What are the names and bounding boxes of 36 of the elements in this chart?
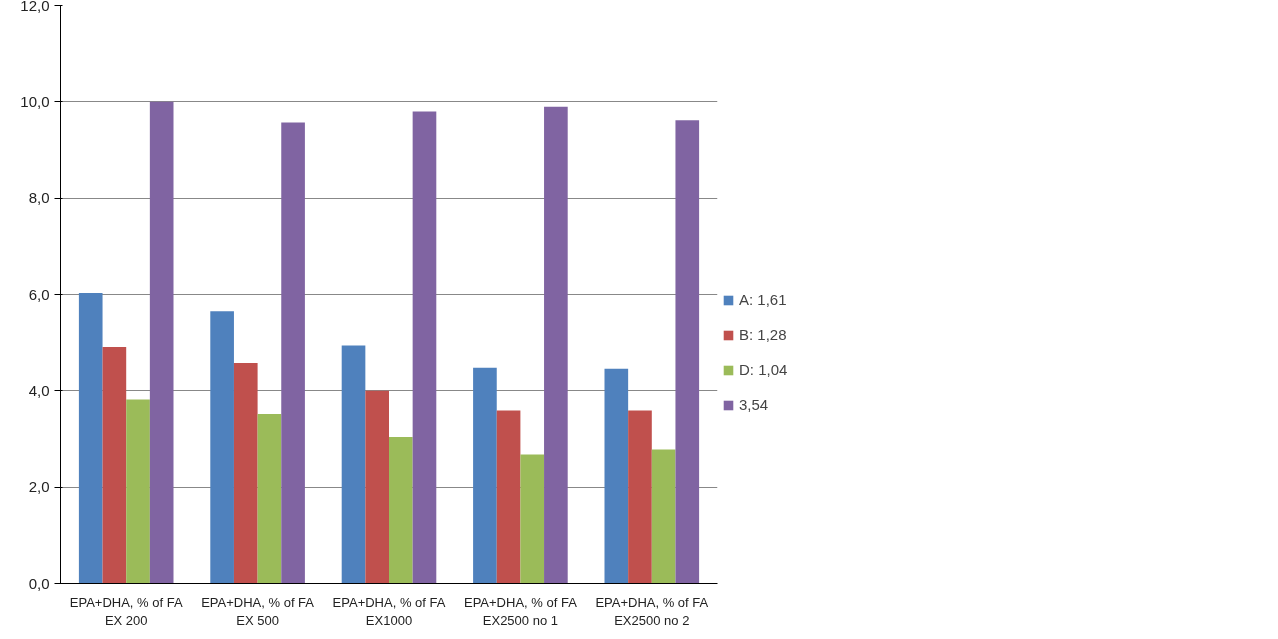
bar	[412, 111, 437, 584]
bar	[520, 454, 545, 584]
legend-label: B: 1,28	[739, 326, 787, 343]
y-tick-label: 2,0	[28, 478, 50, 496]
y-tick-label: 8,0	[28, 189, 50, 207]
x-tick-label: EPA+DHA, % of FA EX1000	[332, 594, 446, 628]
bar	[341, 345, 366, 584]
bar	[389, 437, 413, 584]
bar	[675, 120, 700, 584]
bar	[78, 293, 103, 584]
bar	[149, 101, 174, 584]
bar	[102, 347, 127, 584]
x-tick-label: EPA+DHA, % of FA EX 200	[69, 594, 183, 628]
bar	[210, 311, 234, 584]
bar	[257, 413, 282, 584]
bar	[628, 410, 652, 584]
bar	[126, 399, 150, 584]
y-tick-label: 0,0	[28, 574, 50, 592]
y-tick-label: 12,0	[20, 0, 50, 14]
x-tick-label: EPA+DHA, % of FA EX 500	[201, 594, 315, 628]
legend-label: D: 1,04	[739, 361, 788, 378]
bar	[604, 368, 629, 584]
bar	[281, 122, 305, 584]
x-tick-label: EPA+DHA, % of FA EX2500 no 2	[595, 594, 709, 628]
legend-label: 3,54	[739, 396, 769, 413]
bar	[544, 106, 568, 584]
y-tick-label: 6,0	[28, 285, 50, 303]
bar	[651, 449, 676, 584]
bar	[496, 410, 521, 584]
x-tick-label: EPA+DHA, % of FA EX2500 no 1	[463, 594, 578, 628]
y-tick-label: 10,0	[20, 92, 50, 110]
bar	[473, 367, 497, 584]
bar	[233, 362, 258, 584]
bar	[365, 390, 389, 584]
legend-label: A: 1,61	[739, 291, 787, 308]
y-tick-label: 4,0	[28, 381, 50, 399]
